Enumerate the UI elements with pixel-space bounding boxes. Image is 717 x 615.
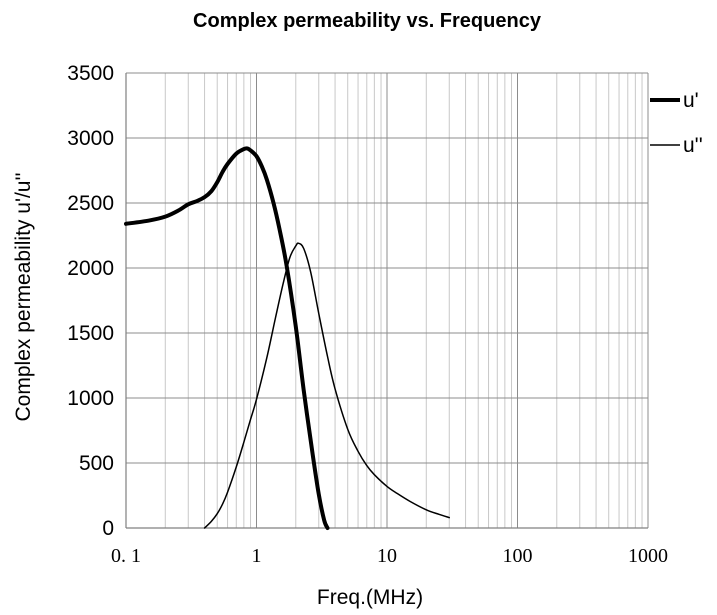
series-group bbox=[124, 146, 451, 530]
series-line-u-double-prime bbox=[203, 242, 451, 529]
x-tick-label: 0. 1 bbox=[111, 545, 141, 567]
x-tick-label: 1000 bbox=[628, 545, 668, 567]
grid bbox=[125, 72, 649, 529]
y-tick-label: 1500 bbox=[67, 322, 114, 345]
y-tick-label: 2000 bbox=[67, 257, 114, 280]
x-tick-label: 100 bbox=[503, 545, 533, 567]
y-tick-labels: 0 500 1000 1500 2000 2500 3000 3500 bbox=[67, 62, 114, 540]
y-tick-label: 0 bbox=[102, 517, 114, 540]
y-tick-label: 1000 bbox=[67, 387, 114, 410]
series-line-u-prime bbox=[124, 146, 330, 530]
x-tick-label: 1 bbox=[252, 545, 262, 567]
legend-label-u-prime: u' bbox=[683, 89, 699, 112]
y-tick-label: 3500 bbox=[67, 62, 114, 85]
y-tick-label: 2500 bbox=[67, 192, 114, 215]
chart-title: Complex permeability vs. Frequency bbox=[193, 10, 542, 32]
legend: u' u'' bbox=[650, 89, 703, 157]
legend-label-u-double-prime: u'' bbox=[683, 134, 703, 157]
x-tick-label: 10 bbox=[377, 545, 397, 567]
x-tick-labels: 0. 1 1 10 100 1000 bbox=[111, 545, 668, 567]
x-axis-label: Freq.(MHz) bbox=[317, 586, 423, 609]
y-tick-label: 500 bbox=[79, 452, 114, 475]
y-axis-label: Complex permeability u'/u'' bbox=[12, 173, 35, 422]
y-tick-label: 3000 bbox=[67, 127, 114, 150]
